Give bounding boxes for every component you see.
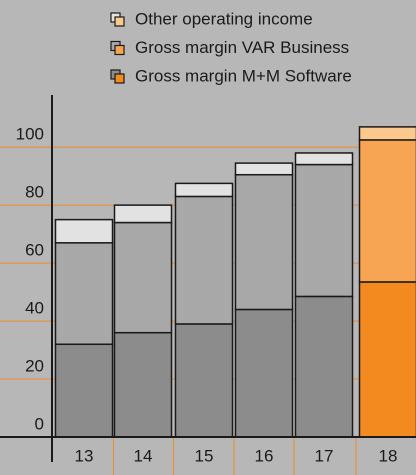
bar-segment <box>54 343 114 438</box>
bar-segment <box>294 163 354 298</box>
bar-segment <box>294 295 354 438</box>
x-tick-label: 16 <box>255 446 274 465</box>
bar-segment <box>358 281 416 438</box>
bar-segment <box>234 162 294 176</box>
x-tick-label: 18 <box>379 446 398 465</box>
legend-swatch <box>114 44 125 56</box>
legend-label: Gross margin VAR Business <box>135 38 349 57</box>
y-tick-label: 20 <box>25 357 44 376</box>
legend-label: Other operating income <box>135 9 313 28</box>
bar-segment <box>174 323 234 438</box>
bar-segment <box>358 126 416 141</box>
bar-segment <box>113 204 173 224</box>
y-tick-label: 80 <box>25 183 44 202</box>
bar-segment <box>174 195 234 325</box>
bar-segment <box>113 221 173 334</box>
x-tick-label: 14 <box>134 446 153 465</box>
y-tick-label: 100 <box>16 125 44 144</box>
bar-segment <box>54 218 114 244</box>
x-tick-label: 15 <box>195 446 214 465</box>
y-tick-label: 60 <box>25 241 44 260</box>
x-tick-label: 13 <box>75 446 94 465</box>
bar-segment <box>294 152 354 166</box>
y-tick-label: 0 <box>35 414 44 433</box>
bar-segment <box>113 331 173 438</box>
legend-swatch <box>114 73 125 84</box>
legend-label: Gross margin M+M Software <box>135 66 352 85</box>
bar-segment <box>358 139 416 283</box>
y-tick-label: 40 <box>25 299 44 318</box>
bar-segment <box>234 173 294 311</box>
bar-segment <box>54 242 114 346</box>
legend-swatch <box>114 16 125 27</box>
bar-segment <box>234 308 294 438</box>
bar-segment <box>174 182 234 198</box>
x-tick-label: 17 <box>315 446 334 465</box>
